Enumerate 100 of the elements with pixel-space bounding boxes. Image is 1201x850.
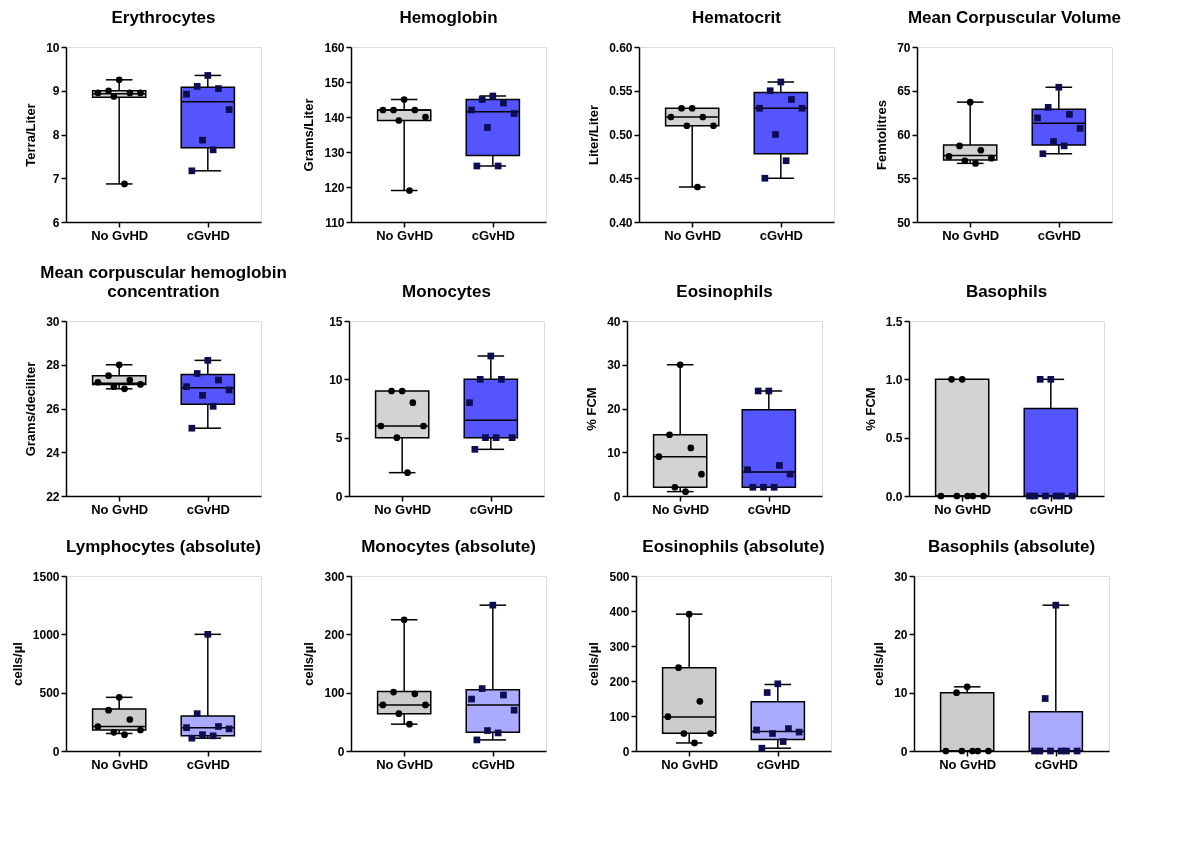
y-tick-label: 60 [897, 128, 911, 142]
chart-title: Hemoglobin [399, 8, 498, 27]
y-tick-label: 30 [607, 358, 621, 373]
y-tick-label: 22 [46, 489, 60, 504]
chart-title: Eosinophils (absolute) [642, 537, 825, 556]
y-tick-label: 0.60 [609, 40, 633, 55]
x-tick-label: No GvHD [91, 501, 149, 517]
x-tick-label: No GvHD [661, 756, 719, 772]
x-tick-label: No GvHD [652, 501, 710, 517]
x-tick-label: cGvHD [469, 501, 513, 517]
y-tick-label: 15 [329, 314, 343, 329]
y-axis-title: % FCM [584, 387, 600, 431]
x-tick-label: cGvHD [1037, 227, 1081, 243]
y-tick-label: 1.0 [885, 372, 903, 387]
y-tick-label: 7 [52, 171, 60, 186]
y-tick-label: 10 [46, 40, 60, 55]
chart-title: Basophils (absolute) [927, 537, 1096, 556]
x-tick-label: No GvHD [374, 501, 432, 517]
y-tick-label: 26 [46, 402, 60, 416]
y-tick-label: 0.55 [609, 84, 633, 99]
x-tick-label: cGvHD [186, 227, 230, 243]
y-tick-label: 0 [335, 489, 343, 504]
y-tick-label: 110 [325, 215, 345, 230]
x-tick-label: No GvHD [376, 227, 434, 243]
y-tick-label: 0.5 [885, 431, 903, 446]
y-tick-label: 1000 [32, 627, 60, 642]
chart-title: Monocytes [402, 282, 491, 301]
y-tick-label: 0 [337, 744, 345, 759]
x-tick-label: No GvHD [376, 756, 434, 772]
y-axis-title: Liter/Liter [586, 105, 602, 165]
y-tick-label: 0 [622, 744, 630, 759]
y-axis-title: cells/µl [301, 642, 317, 686]
y-tick-label: 55 [897, 171, 911, 186]
y-tick-label: 20 [607, 402, 621, 416]
chart-title: Hematocrit [692, 8, 782, 27]
x-tick-label: cGvHD [747, 501, 791, 517]
x-tick-label: No GvHD [664, 227, 722, 243]
x-tick-label: cGvHD [1029, 501, 1073, 517]
y-tick-label: 9 [52, 84, 60, 99]
y-tick-label: 20 [894, 627, 908, 642]
y-tick-label: 10 [894, 686, 908, 701]
x-tick-label: No GvHD [934, 501, 992, 517]
y-tick-label: 500 [39, 686, 60, 701]
y-tick-label: 0 [900, 744, 908, 759]
y-tick-label: 8 [52, 128, 60, 142]
chart-title: Monocytes (absolute) [361, 537, 536, 556]
x-tick-label: No GvHD [939, 756, 997, 772]
y-tick-label: 300 [609, 639, 630, 654]
y-tick-label: 10 [607, 445, 621, 460]
y-tick-label: 24 [46, 445, 60, 460]
chart-title: Lymphocytes (absolute) [66, 537, 261, 556]
y-tick-label: 100 [324, 686, 345, 701]
y-tick-label: 200 [609, 674, 630, 689]
y-tick-label: 130 [324, 145, 345, 160]
y-tick-label: 0.50 [609, 128, 633, 142]
x-tick-label: cGvHD [186, 756, 230, 772]
y-axis-title: Grams/Liter [301, 98, 317, 172]
x-tick-label: No GvHD [91, 756, 149, 772]
chart-title: Basophils [965, 282, 1048, 301]
y-tick-label: 300 [324, 569, 345, 584]
y-tick-label: 120 [324, 180, 345, 195]
y-axis-title: Terra/Liter [23, 103, 39, 167]
y-tick-label: 10 [329, 372, 343, 387]
x-tick-label: cGvHD [1034, 756, 1078, 772]
y-axis-title: Grams/deciliter [23, 361, 39, 457]
y-tick-label: 28 [46, 358, 60, 373]
y-axis-title: cells/µl [871, 642, 887, 686]
y-tick-label: 6 [52, 215, 60, 230]
y-tick-label: 0 [52, 744, 60, 759]
y-tick-label: 0.40 [609, 215, 633, 230]
y-axis-title: Femtolitres [874, 99, 890, 171]
x-tick-label: cGvHD [759, 227, 803, 243]
y-axis-title: cells/µl [586, 642, 602, 686]
y-tick-label: 500 [609, 569, 630, 584]
y-tick-label: 200 [324, 627, 345, 642]
y-axis-title: % FCM [862, 387, 878, 431]
y-axis-title: cells/µl [9, 642, 25, 686]
x-tick-label: cGvHD [186, 501, 230, 517]
x-tick-label: cGvHD [471, 756, 515, 772]
x-tick-label: cGvHD [756, 756, 800, 772]
y-tick-label: 1500 [32, 569, 60, 584]
y-tick-label: 400 [609, 604, 630, 619]
y-tick-label: 70 [897, 40, 911, 55]
chart-title: Mean corpuscular hemoglobin concentration [40, 263, 287, 301]
y-tick-label: 0.0 [885, 489, 903, 504]
x-tick-label: cGvHD [471, 227, 515, 243]
y-tick-label: 0 [613, 489, 621, 504]
y-tick-label: 40 [607, 314, 621, 329]
y-tick-label: 30 [894, 569, 908, 584]
chart-title: Eosinophils [676, 282, 773, 301]
y-tick-label: 30 [46, 314, 60, 329]
y-tick-label: 140 [324, 110, 345, 125]
y-tick-label: 100 [609, 709, 630, 724]
y-tick-label: 150 [324, 75, 345, 90]
y-tick-label: 5 [335, 431, 343, 446]
y-tick-label: 160 [324, 40, 345, 55]
y-tick-label: 0.45 [609, 171, 633, 186]
chart-title: Mean Corpuscular Volume [907, 8, 1122, 27]
y-tick-label: 50 [897, 215, 911, 230]
chart-title: Erythrocytes [111, 8, 216, 27]
